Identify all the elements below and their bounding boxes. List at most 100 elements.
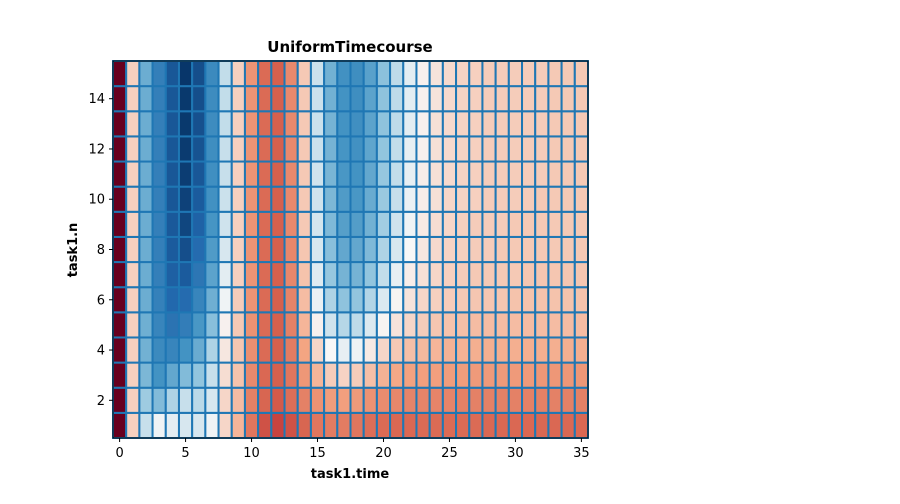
heatmap-cell — [283, 210, 299, 238]
heatmap-cell — [402, 160, 418, 188]
heatmap-cell — [389, 185, 405, 213]
heatmap-cell — [534, 386, 550, 414]
heatmap-cell — [230, 210, 246, 238]
heatmap-cell — [164, 185, 180, 213]
heatmap-cell — [547, 411, 563, 439]
heatmap-cell — [151, 85, 167, 113]
heatmap-cell — [204, 185, 220, 213]
heatmap-cell — [177, 60, 194, 88]
y-tick-label: 8 — [97, 243, 105, 258]
heatmap-cell — [230, 85, 246, 113]
heatmap-cell — [468, 336, 484, 364]
heatmap-cell — [428, 210, 444, 238]
heatmap-cell — [270, 185, 286, 213]
heatmap-cell — [521, 235, 537, 264]
heatmap-cell — [270, 60, 286, 88]
heatmap-cell — [481, 286, 497, 314]
heatmap-cell — [573, 135, 589, 163]
heatmap-cell — [323, 286, 339, 314]
heatmap-cell — [296, 160, 312, 188]
heatmap-cell — [138, 286, 154, 314]
heatmap-cell — [217, 386, 233, 414]
heatmap-cell — [494, 411, 510, 439]
heatmap-cell — [125, 235, 141, 264]
heatmap-cell — [547, 185, 563, 213]
heatmap-cell — [296, 85, 312, 113]
heatmap-cell — [415, 336, 431, 364]
heatmap-cell — [309, 411, 326, 439]
heatmap-cell — [243, 210, 260, 238]
heatmap-cell — [283, 60, 299, 88]
heatmap-cell — [296, 110, 312, 138]
heatmap-cell — [468, 286, 484, 314]
heatmap-cell — [283, 386, 299, 414]
heatmap-cell — [217, 311, 233, 339]
heatmap-cell — [243, 261, 260, 289]
x-axis: 0 5 10 15 20 25 30 35 — [115, 438, 590, 461]
heatmap-cell — [270, 411, 286, 439]
heatmap-cell — [164, 135, 180, 163]
heatmap-cell — [494, 210, 510, 238]
heatmap-cell — [138, 185, 154, 213]
heatmap-cell — [468, 261, 484, 289]
heatmap-cell — [468, 311, 484, 339]
heatmap-cell — [336, 135, 352, 163]
heatmap-cell — [177, 411, 194, 439]
heatmap-cell — [375, 336, 392, 364]
heatmap-cell — [534, 311, 550, 339]
heatmap-cell — [164, 210, 180, 238]
heatmap-cell — [164, 85, 180, 113]
heatmap-cell — [468, 185, 484, 213]
heatmap-cell — [151, 185, 167, 213]
heatmap-cell — [455, 311, 471, 339]
heatmap-cell — [138, 110, 154, 138]
heatmap-cell — [309, 85, 326, 113]
heatmap-cell — [230, 386, 246, 414]
x-tick-label: 10 — [243, 446, 260, 461]
heatmap-cell — [230, 60, 246, 88]
heatmap-cell — [362, 361, 378, 389]
heatmap-cell — [243, 336, 260, 364]
heatmap-cell — [415, 185, 431, 213]
heatmap-cell — [441, 311, 458, 339]
heatmap-cell — [230, 135, 246, 163]
heatmap-cell — [125, 110, 141, 138]
heatmap-cell — [191, 210, 207, 238]
heatmap-cell — [296, 210, 312, 238]
heatmap-cell — [481, 386, 497, 414]
heatmap-cell — [204, 311, 220, 339]
heatmap-cell — [257, 386, 273, 414]
heatmap-cell — [177, 336, 194, 364]
x-tick-label: 5 — [181, 446, 189, 461]
heatmap-cell — [534, 361, 550, 389]
heatmap-cell — [560, 361, 576, 389]
heatmap-cell — [191, 160, 207, 188]
y-axis-label: task1.n — [66, 223, 81, 278]
heatmap-cell — [204, 85, 220, 113]
heatmap-cell — [402, 311, 418, 339]
heatmap-cell — [349, 185, 365, 213]
heatmap-cell — [177, 85, 194, 113]
heatmap-cell — [125, 85, 141, 113]
heatmap-cell — [204, 60, 220, 88]
heatmap-cell — [494, 235, 510, 264]
heatmap-cell — [217, 160, 233, 188]
heatmap-cell — [402, 261, 418, 289]
heatmap-cell — [455, 235, 471, 264]
heatmap-cell — [243, 110, 260, 138]
heatmap-cell — [230, 361, 246, 389]
heatmap-cell — [573, 311, 589, 339]
y-tick-label: 4 — [97, 344, 105, 359]
heatmap-cell — [323, 235, 339, 264]
heatmap-cell — [573, 336, 589, 364]
heatmap-cell — [402, 386, 418, 414]
heatmap-cell — [521, 361, 537, 389]
heatmap-cell — [402, 361, 418, 389]
heatmap-cell — [257, 311, 273, 339]
heatmap-cell — [112, 60, 128, 88]
heatmap-cell — [441, 235, 458, 264]
heatmap-cell — [204, 286, 220, 314]
heatmap-cell — [191, 261, 207, 289]
heatmap-cell — [455, 135, 471, 163]
